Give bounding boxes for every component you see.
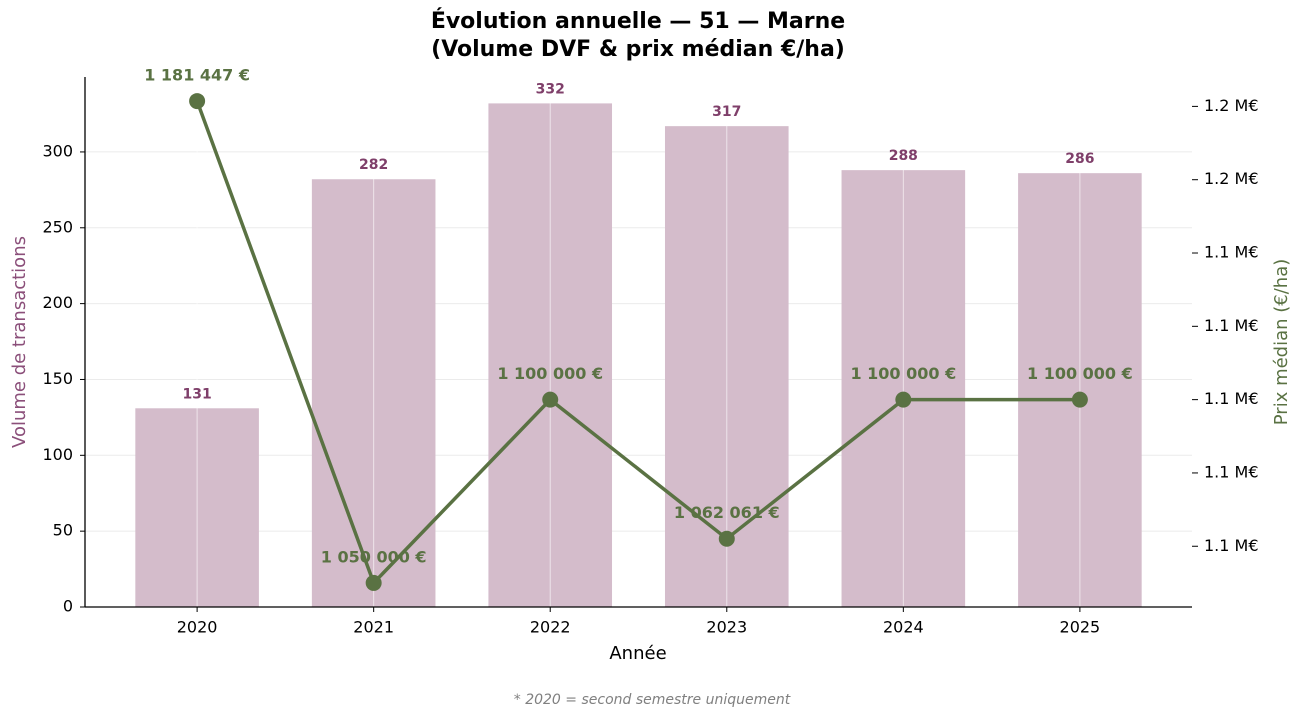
x-axis-label: Année	[609, 643, 666, 664]
y-tick-label: 150	[42, 369, 73, 388]
y-tick-label: 50	[53, 521, 73, 540]
price-value-label: 1 100 000 €	[850, 364, 956, 383]
chart-title: Évolution annuelle — 51 — Marne	[431, 8, 845, 34]
x-tick-label: 2020	[177, 618, 218, 637]
price-value-label: 1 100 000 €	[497, 364, 603, 383]
x-tick-label: 2022	[530, 618, 571, 637]
y2-tick-label: 1.1 M€	[1204, 316, 1259, 335]
y-tick-label: 200	[42, 293, 73, 312]
price-point	[718, 530, 735, 547]
price-line	[195, 100, 1080, 587]
y2-tick-label: 1.1 M€	[1204, 536, 1259, 555]
price-point	[1071, 391, 1088, 408]
chart-subtitle: (Volume DVF & prix médian €/ha)	[431, 37, 845, 62]
x-tick-label: 2021	[353, 618, 394, 637]
price-value-label: 1 181 447 €	[144, 66, 250, 85]
price-point	[895, 391, 912, 408]
price-point	[542, 391, 559, 408]
x-tick-label: 2024	[883, 618, 924, 637]
y-axis-label: Volume de transactions	[9, 236, 30, 448]
y-tick-label: 100	[42, 445, 73, 464]
y2-tick-label: 1.1 M€	[1204, 389, 1259, 408]
y2-tick-label: 1.1 M€	[1204, 243, 1259, 262]
bar-value-label: 317	[712, 104, 741, 120]
price-value-label: 1 062 061 €	[674, 503, 780, 522]
y-tick-label: 300	[42, 141, 73, 160]
price-point	[189, 93, 206, 110]
bar-value-label: 332	[536, 81, 565, 97]
y2-axis-label: Prix médian (€/ha)	[1271, 259, 1292, 426]
bar-value-label: 282	[359, 157, 388, 173]
bar-value-label: 286	[1065, 151, 1094, 167]
footnote: * 2020 = second semestre uniquement	[514, 692, 791, 708]
x-tick-label: 2023	[706, 618, 747, 637]
y-tick-label: 250	[42, 217, 73, 236]
bar-value-label: 288	[889, 148, 918, 164]
y2-tick-label: 1.2 M€	[1204, 96, 1259, 115]
price-value-label: 1 100 000 €	[1027, 364, 1133, 383]
y-tick-label: 0	[63, 597, 73, 616]
bar-value-label: 131	[182, 386, 211, 402]
x-tick-label: 2025	[1060, 618, 1101, 637]
price-value-label: 1 050 000 €	[321, 547, 427, 566]
y2-tick-label: 1.1 M€	[1204, 462, 1259, 481]
price-point	[365, 574, 382, 591]
y2-tick-label: 1.2 M€	[1204, 169, 1259, 188]
